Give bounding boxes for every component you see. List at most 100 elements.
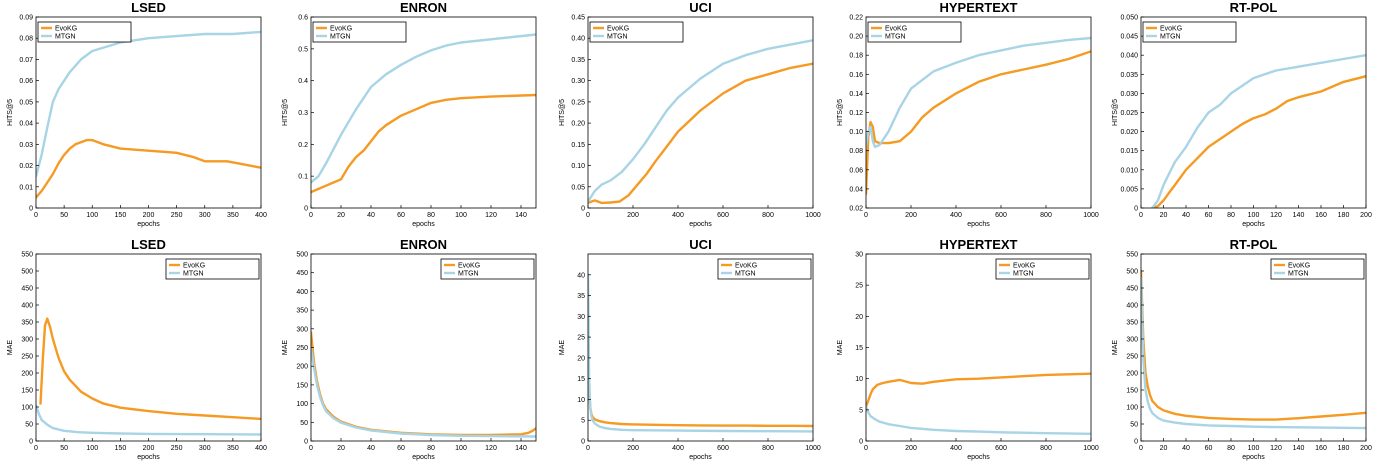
y-tick-label: 0 — [859, 439, 863, 446]
series-line-evokg — [588, 62, 813, 205]
x-axis-label: epochs — [967, 454, 990, 461]
y-axis-label: HITS@5 — [7, 99, 14, 126]
x-tick-label: 0 — [309, 445, 313, 452]
y-tick-label: 25 — [577, 335, 585, 342]
y-tick-label: 0.10 — [571, 163, 585, 170]
y-tick-label: 25 — [855, 283, 863, 290]
y-tick-label: 0.30 — [571, 78, 585, 85]
legend-label: MTGN — [885, 34, 906, 41]
legend-box — [1142, 21, 1237, 43]
y-tick-label: 400 — [296, 289, 308, 296]
y-tick-label: 0.05 — [571, 184, 585, 191]
chart-panel-8: UCI 0 200 400 600 800 1000 0 5 10 15 20 25 30 35 40 epoc… — [559, 237, 821, 461]
y-axis-label: MAE — [559, 340, 566, 356]
x-tick-label: 100 — [86, 445, 98, 452]
plot-frame — [35, 16, 262, 209]
x-tick-label: 50 — [60, 212, 68, 219]
plot-frame — [587, 253, 814, 442]
x-tick-label: 350 — [227, 212, 239, 219]
chart-title: HYPERTEXT — [939, 0, 1017, 15]
chart-title: ENRON — [400, 237, 447, 252]
x-tick-label: 180 — [1338, 445, 1350, 452]
y-tick-label: 50 — [1130, 422, 1138, 429]
y-tick-label: 0.08 — [19, 36, 33, 43]
legend-label: MTGN — [735, 271, 756, 278]
x-tick-label: 0 — [309, 212, 313, 219]
legend-box — [867, 21, 962, 43]
y-tick-label: 30 — [577, 314, 585, 321]
x-tick-label: 40 — [367, 212, 375, 219]
y-tick-label: 0.3 — [298, 110, 308, 117]
x-tick-label: 200 — [905, 212, 917, 219]
x-tick-label: 0 — [864, 445, 868, 452]
y-tick-label: 0.35 — [571, 57, 585, 64]
x-axis-label: epochs — [137, 454, 160, 461]
x-tick-label: 40 — [1182, 445, 1190, 452]
y-axis-label: MAE — [7, 340, 14, 356]
y-tick-label: 0.40 — [571, 36, 585, 43]
y-tick-label: 450 — [1126, 286, 1138, 293]
y-axis-label: HITS@5 — [1112, 99, 1119, 126]
y-axis-label: MAE — [282, 340, 289, 356]
legend-label: MTGN — [458, 271, 479, 278]
x-tick-label: 800 — [762, 212, 774, 219]
y-tick-label: 0.08 — [849, 148, 863, 155]
y-tick-label: 500 — [1126, 269, 1138, 276]
y-tick-label: 0.12 — [849, 110, 863, 117]
x-tick-label: 140 — [515, 212, 527, 219]
x-tick-label: 1000 — [805, 445, 821, 452]
chart-panel-3: UCI 0 200 400 600 800 1000 0 0.05 0.10 0.15 0.20 0.2… — [559, 0, 821, 228]
y-axis-label: HITS@5 — [837, 99, 844, 126]
chart-title: LSED — [131, 0, 166, 15]
legend-label: MTGN — [330, 34, 351, 41]
x-tick-label: 20 — [337, 445, 345, 452]
x-tick-label: 0 — [1139, 445, 1143, 452]
y-tick-label: 100 — [21, 405, 33, 412]
y-tick-label: 0.16 — [849, 72, 863, 79]
x-tick-label: 400 — [255, 212, 267, 219]
x-tick-label: 250 — [171, 212, 183, 219]
chart-panel-7: ENRON 0 20 40 60 80 100 120 140 0 50 100 150 200 250 30… — [282, 237, 537, 461]
series-line-evokg — [866, 372, 1091, 408]
y-tick-label: 0.02 — [19, 163, 33, 170]
y-tick-label: 0.4 — [298, 78, 308, 85]
legend-label: MTGN — [183, 271, 204, 278]
chart-panel-2: ENRON 0 20 40 60 80 100 120 140 0 0.1 0.2 0.3 0.4 0.5 0… — [282, 0, 537, 228]
y-tick-label: 35 — [577, 293, 585, 300]
y-axis-label: MAE — [1112, 340, 1119, 356]
y-axis-label: HITS@5 — [559, 99, 566, 126]
y-tick-label: 0.045 — [1120, 34, 1138, 41]
legend-label: EvoKG — [330, 26, 352, 33]
y-tick-label: 450 — [296, 270, 308, 277]
x-tick-label: 150 — [115, 212, 127, 219]
y-tick-label: 0.09 — [19, 15, 33, 22]
x-tick-label: 800 — [762, 445, 774, 452]
legend-label: EvoKG — [735, 263, 757, 270]
x-axis-label: epochs — [1242, 454, 1265, 461]
y-tick-label: 0.2 — [298, 142, 308, 149]
x-tick-label: 300 — [199, 445, 211, 452]
chart-panel-1: LSED 0 50 100 150 200 250 300 350 400 0 0.01 0.02 0.0… — [7, 0, 267, 228]
plot-frame — [587, 16, 814, 209]
y-tick-label: 450 — [21, 286, 33, 293]
y-tick-label: 0.5 — [298, 46, 308, 53]
plot-frame — [310, 253, 537, 442]
series-line-mtgn — [1141, 276, 1366, 430]
legend-label: EvoKG — [1013, 263, 1035, 270]
x-tick-label: 120 — [1270, 445, 1282, 452]
x-tick-label: 100 — [1248, 212, 1260, 219]
x-axis-label: epochs — [412, 454, 435, 461]
x-tick-label: 200 — [905, 445, 917, 452]
x-tick-label: 800 — [1040, 212, 1052, 219]
y-tick-label: 30 — [855, 252, 863, 259]
y-tick-label: 150 — [296, 382, 308, 389]
series-line-mtgn — [311, 346, 536, 438]
chart-panel-6: LSED 0 50 100 150 200 250 300 350 400 0 50 100 150 200… — [7, 237, 267, 461]
y-tick-label: 0.030 — [1120, 91, 1138, 98]
series-line-mtgn — [588, 273, 813, 433]
y-tick-label: 0.050 — [1120, 15, 1138, 22]
